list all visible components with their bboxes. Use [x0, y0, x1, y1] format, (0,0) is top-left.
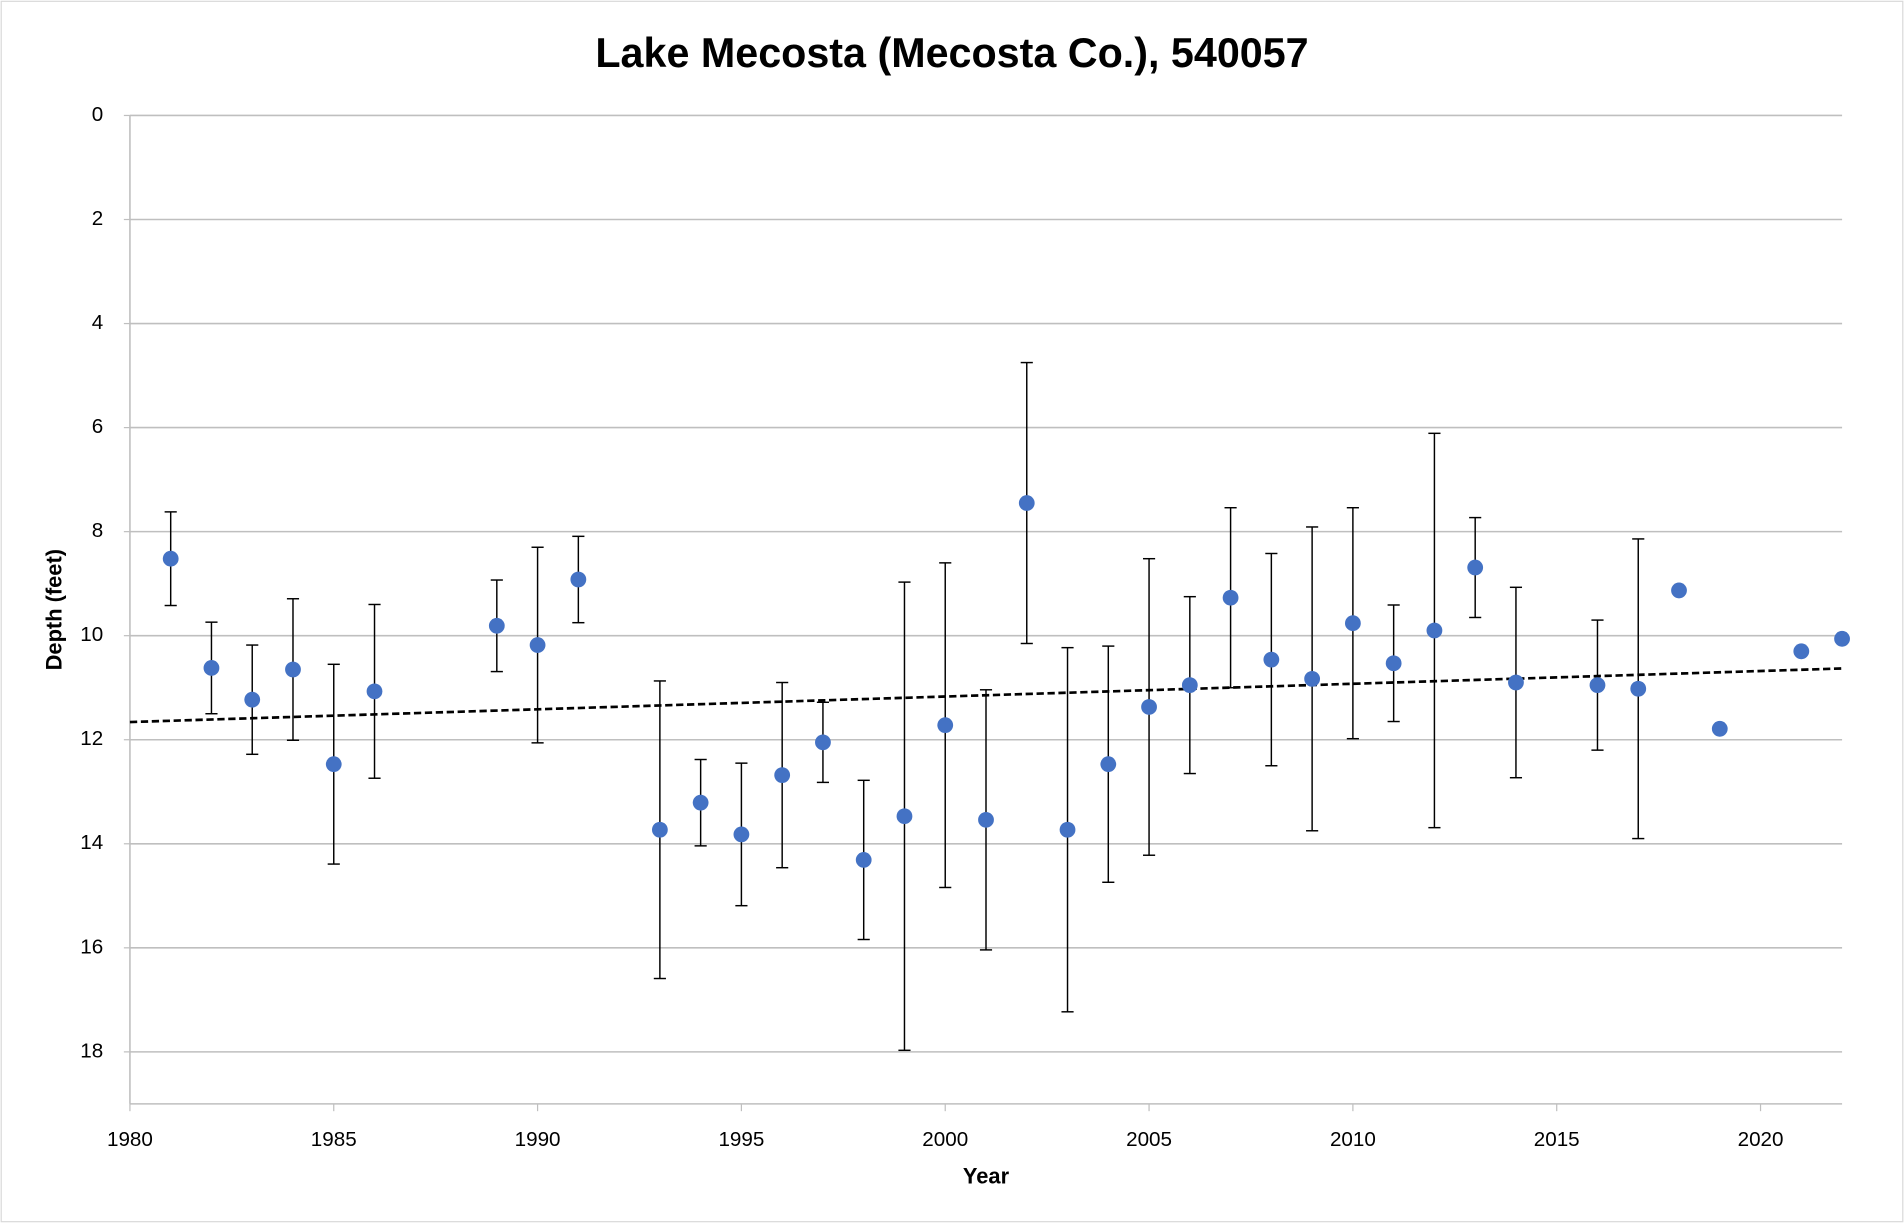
data-point — [529, 637, 546, 653]
x-tick-label: 2000 — [922, 1128, 968, 1151]
data-point — [1834, 630, 1850, 647]
data-point — [1344, 615, 1361, 632]
data-point — [1630, 680, 1647, 697]
trend-line — [129, 667, 1843, 724]
chart-title: Lake Mecosta (Mecosta Co.), 540057 — [595, 30, 1308, 76]
data-point — [1426, 622, 1443, 639]
y-axis-title: Depth (feet) — [42, 549, 67, 670]
data-point — [162, 550, 179, 567]
x-axis-title: Year — [963, 1164, 1010, 1189]
data-point — [1222, 589, 1239, 606]
y-tick-label: 10 — [80, 623, 103, 646]
x-tick-label: 1990 — [515, 1128, 561, 1151]
data-point — [1671, 582, 1687, 599]
data-point — [896, 808, 913, 825]
data-point — [366, 683, 383, 700]
data-point — [733, 826, 750, 843]
data-point — [1059, 821, 1076, 838]
data-point — [244, 691, 261, 708]
data-point — [325, 756, 342, 773]
data-point — [1385, 655, 1402, 672]
data-point — [1181, 677, 1198, 694]
data-point — [285, 661, 301, 678]
data-point — [1263, 651, 1280, 668]
data-point — [1141, 699, 1157, 715]
y-tick-label: 14 — [80, 831, 103, 854]
data-point — [1100, 756, 1117, 773]
y-tick-label: 6 — [92, 415, 103, 438]
x-tick-label: 2010 — [1330, 1128, 1376, 1151]
data-point — [488, 617, 505, 634]
y-tick-label: 4 — [92, 311, 103, 334]
data-point — [570, 571, 587, 588]
y-tick-label: 12 — [80, 727, 103, 750]
data-point — [815, 734, 831, 751]
data-point — [1711, 720, 1728, 737]
y-tick-label: 0 — [92, 103, 103, 126]
data-point — [855, 852, 872, 868]
x-tick-label: 2015 — [1534, 1128, 1580, 1151]
y-tick-label: 2 — [92, 207, 103, 230]
data-point — [1467, 559, 1484, 576]
x-tick-label: 2020 — [1738, 1128, 1784, 1151]
x-tick-label: 2005 — [1126, 1128, 1172, 1151]
data-point — [1589, 677, 1606, 694]
data-point — [692, 794, 709, 811]
data-point — [1018, 495, 1035, 511]
y-tick-label: 18 — [80, 1039, 103, 1062]
data-point — [1508, 674, 1524, 691]
data-point — [651, 821, 668, 838]
data-point — [774, 767, 791, 784]
data-point — [937, 717, 954, 734]
x-tick-label: 1985 — [311, 1128, 357, 1151]
y-tick-label: 8 — [92, 519, 103, 542]
data-point — [1304, 670, 1321, 687]
x-tick-label: 1995 — [718, 1128, 764, 1151]
data-point — [1793, 643, 1810, 660]
data-point — [203, 660, 220, 676]
data-point — [978, 811, 994, 828]
x-tick-label: 1980 — [107, 1128, 153, 1151]
y-tick-label: 16 — [80, 935, 103, 958]
